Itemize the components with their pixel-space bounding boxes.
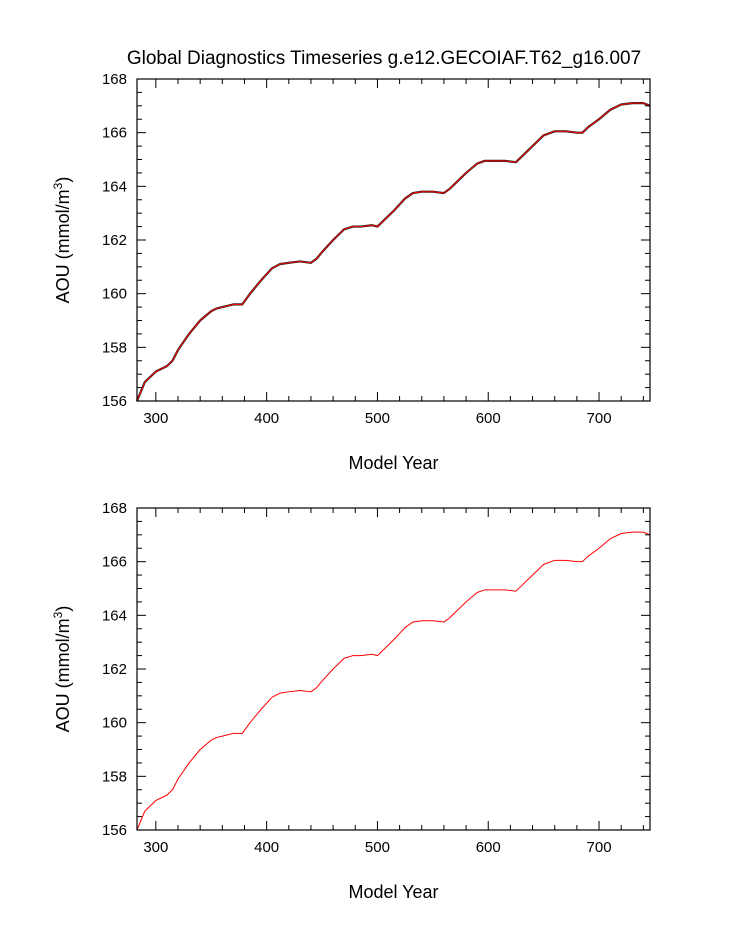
top-series-line-1 xyxy=(136,102,651,402)
bottom-plot-frame xyxy=(136,507,651,831)
top-y-tick-label: 166 xyxy=(102,125,127,142)
bottom-series-line-0 xyxy=(136,531,651,831)
top-series-layer xyxy=(135,102,651,402)
bottom-series-layer xyxy=(136,531,651,831)
bottom-x-axis-label: Model Year xyxy=(348,882,438,902)
bottom-x-tick-label: 700 xyxy=(587,839,612,856)
top-y-tick-label: 168 xyxy=(102,71,127,88)
top-x-axis-label: Model Year xyxy=(348,453,438,473)
top-y-axis-label: AOU (mmol/m3) xyxy=(51,177,73,304)
top-x-tick-label: 500 xyxy=(365,410,390,427)
bottom-y-tick-label: 158 xyxy=(102,768,127,785)
top-x-tick-label: 300 xyxy=(143,410,168,427)
top-y-tick-label: 156 xyxy=(102,393,127,410)
bottom-y-tick-label: 162 xyxy=(102,661,127,678)
top-series-line-0 xyxy=(135,102,651,402)
bottom-y-tick-label: 160 xyxy=(102,715,127,732)
bottom-x-tick-label: 300 xyxy=(143,839,168,856)
top-x-tick-label: 600 xyxy=(476,410,501,427)
top-x-tick-label: 700 xyxy=(587,410,612,427)
top-tick-layer: 300 400 500 600 700 156 158 160 162 164 166 168 xyxy=(102,71,650,427)
bottom-tick-layer: 300 400 500 600 700 156 158 160 162 164 166 168 xyxy=(102,500,650,856)
bottom-x-tick-label: 400 xyxy=(254,839,279,856)
bottom-y-tick-label: 164 xyxy=(102,607,127,624)
bottom-y-axis-label: AOU (mmol/m3) xyxy=(51,606,73,733)
top-y-tick-label: 162 xyxy=(102,232,127,249)
bottom-y-tick-label: 168 xyxy=(102,500,127,517)
top-y-tick-label: 160 xyxy=(102,286,127,303)
top-plot-frame xyxy=(136,78,651,402)
figure-title: Global Diagnostics Timeseries g.e12.GECO… xyxy=(127,48,641,69)
bottom-x-tick-label: 500 xyxy=(365,839,390,856)
top-y-tick-label: 158 xyxy=(102,339,127,356)
top-panel: 300 400 500 600 700 156 158 160 162 164 166 168 Mod… xyxy=(51,71,651,473)
bottom-panel: 300 400 500 600 700 156 158 160 162 164 166 168 Mod… xyxy=(51,500,651,902)
bottom-y-tick-label: 156 xyxy=(102,822,127,839)
top-y-tick-label: 164 xyxy=(102,178,127,195)
bottom-x-tick-label: 600 xyxy=(476,839,501,856)
bottom-y-tick-label: 166 xyxy=(102,554,127,571)
top-x-tick-label: 400 xyxy=(254,410,279,427)
